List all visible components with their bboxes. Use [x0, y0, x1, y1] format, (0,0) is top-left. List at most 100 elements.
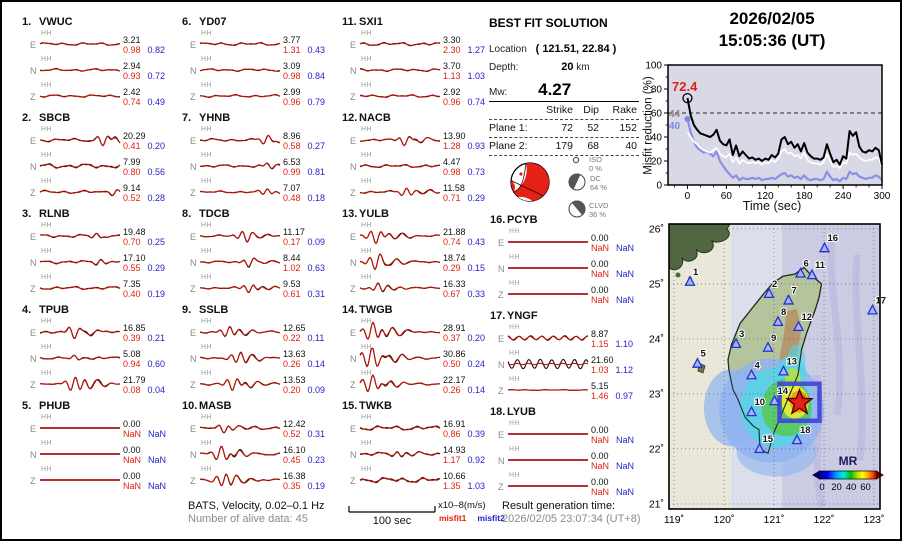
component-axis-label: E: [498, 334, 505, 344]
map-station-marker: 2: [763, 278, 778, 298]
channel-label: HH: [41, 414, 53, 421]
misfit1-value: 1.35: [443, 481, 461, 491]
svg-text:60: 60: [860, 482, 871, 493]
waveform: [359, 135, 441, 147]
waveform-trace: HH: [39, 56, 121, 81]
station-block: 6. YD07 E HH 3.77 1.31 0.43 N HH 3.09 0.98 0.84 Z HH…: [182, 16, 344, 112]
component-row: Z HH 11.58 0.71 0.29: [342, 178, 504, 204]
waveform-trace: HH: [199, 344, 281, 369]
station-name: MASB: [199, 400, 232, 412]
amplitude-value: 13.90: [443, 131, 466, 141]
misfit2-value: 0.60: [147, 359, 166, 369]
waveform: [359, 163, 441, 168]
misfit2-value: 0.19: [147, 289, 166, 299]
channel-label: HH: [509, 350, 521, 357]
station-name: YD07: [199, 16, 227, 28]
waveform: [199, 68, 281, 72]
component-values: 0.00 NaN NaN: [591, 425, 651, 445]
channel-label: HH: [41, 178, 53, 185]
station-number: 4.: [22, 304, 32, 316]
component-axis-label: N: [350, 66, 357, 76]
channel-label: HH: [201, 126, 213, 133]
channel-label: HH: [361, 82, 373, 89]
waveform-trace: HH: [359, 414, 441, 439]
station-column-1: 1. VWUC E HH 3.21 0.98 0.82 N HH 2.94 0.93 0.72 Z HH…: [22, 16, 184, 496]
amplitude-value: 14.93: [443, 445, 466, 455]
amplitude-value: 12.65: [283, 323, 306, 333]
station-block: 16. PCYB E HH 0.00 NaN NaN N HH 0.00 NaN NaN Z HH 0.0…: [490, 214, 652, 310]
component-row: E HH 12.65 0.22 0.11: [182, 318, 344, 344]
svg-text:72.4: 72.4: [672, 79, 698, 94]
amplitude-value: 7.99: [123, 157, 141, 167]
waveform: [359, 253, 441, 271]
waveform-trace: HH: [39, 126, 121, 151]
waveform-trace: HH: [39, 82, 121, 107]
station-name: TWGB: [359, 304, 393, 316]
svg-text:5: 5: [701, 349, 707, 360]
amplitude-value: 21.88: [443, 227, 466, 237]
misfit1-value: 0.08: [123, 385, 141, 395]
amplitude-value: 16.91: [443, 419, 466, 429]
component-row: Z HH 9.14 0.52 0.28: [22, 178, 184, 204]
waveform-trace: HH: [199, 30, 281, 55]
waveform-trace: HH: [507, 472, 589, 497]
svg-text:MR: MR: [839, 454, 858, 468]
channel-label: HH: [361, 318, 373, 325]
svg-text:14: 14: [778, 386, 789, 397]
component-row: N HH 14.93 1.17 0.92: [342, 440, 504, 466]
component-row: E HH 8.96 0.58 0.27: [182, 126, 344, 152]
map-station-marker: 5: [691, 348, 708, 368]
component-row: E HH 3.77 1.31 0.43: [182, 30, 344, 56]
waveform: [39, 67, 121, 72]
dc-pct: 64 %: [590, 183, 607, 192]
channel-label: HH: [509, 446, 521, 453]
component-row: Z HH 9.53 0.61 0.31: [182, 274, 344, 300]
amplitude-value: 2.94: [123, 61, 141, 71]
component-values: 6.53 0.99 0.81: [283, 157, 343, 177]
component-row: N HH 0.00 NaN NaN: [490, 446, 652, 472]
svg-text:120: 120: [757, 191, 774, 202]
waveform-trace: HH: [359, 126, 441, 151]
channel-label: HH: [361, 30, 373, 37]
station-name: PHUB: [39, 400, 71, 412]
component-row: E HH 21.88 0.74 0.43: [342, 222, 504, 248]
component-axis-label: Z: [30, 380, 36, 390]
amplitude-value: 21.79: [123, 375, 146, 385]
station-name: PCYB: [507, 214, 538, 226]
amplitude-value: 7.35: [123, 279, 141, 289]
channel-label: HH: [509, 280, 521, 287]
amplitude-value: 0.00: [591, 259, 609, 269]
component-values: 2.94 0.93 0.72: [123, 61, 183, 81]
svg-text:44: 44: [669, 109, 681, 120]
component-row: E HH 3.21 0.98 0.82: [22, 30, 184, 56]
waveform: [508, 293, 588, 295]
amplitude-value: 16.38: [283, 471, 306, 481]
component-row: Z HH 7.35 0.40 0.19: [22, 274, 184, 300]
waveform-trace: HH: [507, 446, 589, 471]
svg-text:300: 300: [874, 191, 891, 202]
misfit2-value: 0.24: [467, 359, 486, 369]
map-station-marker: 14: [768, 385, 790, 406]
waveform-trace: HH: [39, 178, 121, 203]
station-number: 11.: [342, 16, 357, 28]
svg-text:23˚: 23˚: [649, 388, 664, 400]
amplitude-value: 9.14: [123, 183, 141, 193]
solution-depth-row: Depth: 20 km: [489, 61, 590, 73]
channel-label: HH: [361, 466, 373, 473]
channel-label: HH: [509, 376, 521, 383]
component-values: 0.00 NaN NaN: [123, 471, 183, 491]
waveform: [39, 42, 121, 46]
station-block: 5. PHUB E HH 0.00 NaN NaN N HH 0.00 NaN NaN Z HH 0.00…: [22, 400, 184, 496]
plane1-row: Plane 1: 72 52 152: [489, 120, 639, 138]
misfit1-value: 1.17: [443, 455, 461, 465]
component-row: E HH 13.90 1.28 0.93: [342, 126, 504, 152]
waveform: [199, 445, 281, 461]
waveform: [359, 94, 441, 98]
waveform-trace: HH: [507, 324, 589, 349]
waveform: [508, 241, 588, 243]
waveform-trace: HH: [39, 30, 121, 55]
svg-text:7: 7: [792, 285, 797, 296]
waveform: [199, 230, 281, 243]
svg-text:80: 80: [651, 85, 663, 96]
misfit2-value: 0.20: [147, 141, 166, 151]
